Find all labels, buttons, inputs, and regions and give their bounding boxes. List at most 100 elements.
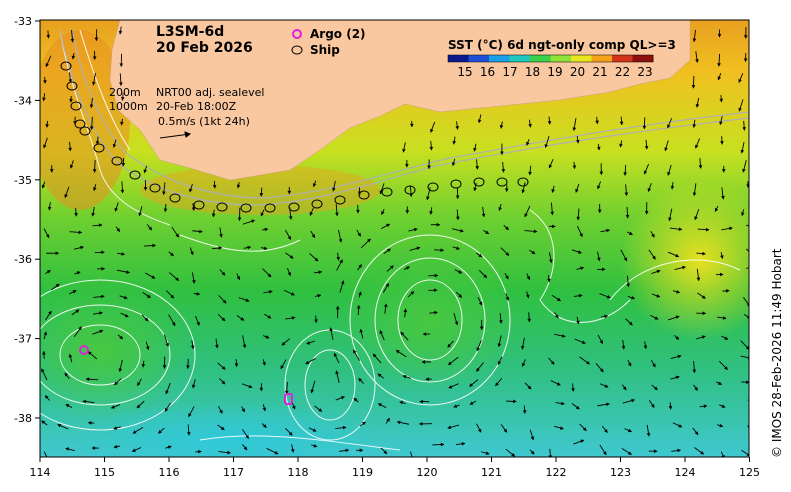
current-arrow-head [49, 169, 54, 173]
ship-legend-icon [291, 45, 303, 55]
current-arrow-head [705, 227, 710, 232]
current-arrow-head [621, 345, 626, 350]
current-arrow-head [152, 243, 156, 248]
current-arrow-head [41, 184, 46, 189]
current-arrow-head [400, 331, 405, 336]
current-arrow-head [131, 448, 136, 452]
current-arrow-head [521, 362, 526, 367]
current-arrow-head [631, 398, 635, 403]
current-arrow-head [55, 283, 60, 288]
current-arrow-head [505, 252, 510, 256]
current-arrow-head [576, 320, 580, 325]
current-arrow-head [576, 216, 581, 221]
current-arrow-head [721, 195, 725, 200]
current-arrow-head [624, 192, 629, 197]
current-arrow-head [145, 346, 150, 351]
current-arrow-head [522, 410, 527, 414]
current-arrow-head [264, 227, 269, 232]
current-arrow-head [622, 386, 627, 391]
current-arrow-head [137, 382, 141, 386]
current-arrow-head [234, 363, 239, 367]
current-arrow-head [120, 189, 125, 194]
current-arrow-head [240, 317, 245, 321]
current-arrow-head [483, 274, 487, 278]
current-arrow-head [550, 211, 555, 216]
current-arrow-head [136, 404, 141, 409]
current-arrow-head [402, 374, 407, 379]
current-arrow-head [312, 428, 317, 432]
ship-position-marker [216, 202, 228, 212]
current-arrow-head [725, 289, 730, 293]
current-arrow-head [495, 382, 499, 387]
current-arrow-head [55, 251, 60, 256]
colorbar-segment [448, 55, 469, 62]
current-arrow-head [114, 381, 118, 386]
current-arrow-head [359, 328, 364, 333]
current-arrow-head [434, 273, 439, 278]
current-arrow-head [220, 426, 225, 431]
current-arrow-head [219, 233, 223, 238]
current-arrow-head [162, 365, 167, 369]
current-arrow-head [501, 168, 506, 173]
current-arrow-head [306, 341, 311, 345]
current-arrow-head [91, 212, 95, 217]
current-arrow-head [677, 448, 681, 453]
current-arrow-head [722, 316, 727, 320]
current-arrow-head [345, 448, 350, 453]
lon-tick-label: 124 [675, 466, 696, 479]
current-arrow-head [342, 425, 347, 430]
current-arrow-head [45, 234, 50, 239]
ship-position-marker [66, 81, 78, 91]
current-arrow-head [64, 194, 68, 199]
current-arrow-head [291, 405, 296, 410]
ship-position-marker [74, 119, 86, 129]
current-arrow-head [714, 207, 719, 212]
current-arrow-head [581, 340, 586, 344]
current-arrow-head [71, 55, 76, 60]
current-arrow-head [596, 146, 601, 151]
current-arrow-head [247, 245, 252, 250]
current-arrow-head [317, 294, 322, 298]
current-arrow-head [597, 209, 602, 214]
current-arrow-head [646, 432, 651, 437]
current-arrow-head [703, 404, 708, 409]
current-arrow-head [262, 424, 267, 428]
current-arrow-head [119, 63, 124, 67]
current-arrow-head [251, 219, 256, 224]
current-arrow-head [76, 271, 81, 275]
current-arrow-head [700, 450, 705, 455]
current-arrow-shaft [747, 399, 749, 401]
current-arrow-head [724, 336, 729, 340]
argo-float-marker [79, 345, 89, 355]
current-arrow-head [121, 252, 125, 256]
current-arrow-head [627, 451, 632, 455]
current-arrow-head [358, 291, 362, 296]
current-arrow-head [719, 272, 724, 277]
lat-tick-label: -37 [14, 333, 32, 346]
current-arrow-head [418, 422, 423, 426]
current-arrow-head [126, 270, 130, 274]
current-arrow-head [601, 267, 606, 272]
current-arrow-head [82, 399, 87, 404]
current-arrow-head [288, 216, 293, 220]
current-arrow-head [427, 165, 431, 170]
current-arrow-head [455, 126, 460, 130]
current-arrow-head [112, 143, 117, 148]
sealevel-contours [40, 29, 741, 451]
current-arrow-head [416, 246, 421, 251]
current-arrow-head [698, 165, 703, 169]
current-arrow-head [69, 99, 73, 103]
current-arrow-head [572, 127, 577, 131]
current-arrow-head [652, 363, 656, 368]
current-arrow-head [738, 107, 742, 112]
depth-note-200: 200m [109, 86, 141, 99]
current-arrow-head [290, 448, 295, 453]
current-arrow-head [78, 326, 82, 331]
current-arrow-head [91, 446, 96, 450]
current-arrow-head [46, 457, 49, 460]
current-arrow-head [70, 38, 75, 43]
current-arrow-head [405, 164, 409, 168]
current-arrow-head [259, 193, 264, 197]
current-arrow-head [498, 207, 502, 211]
current-arrow-head [87, 421, 92, 425]
